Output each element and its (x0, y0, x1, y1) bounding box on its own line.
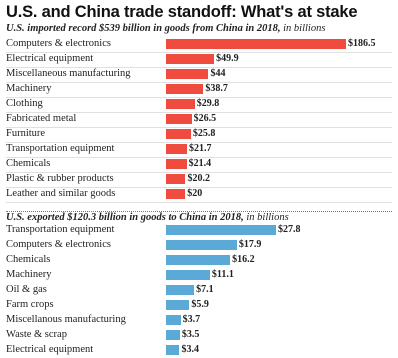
import-value-label: $38.7 (204, 83, 229, 94)
import-bar (166, 69, 209, 79)
export-row: Machinery $11.1 (6, 268, 392, 283)
import-bar (166, 159, 187, 169)
import-row: Clothing $29.8 (6, 97, 392, 113)
import-value-label: $21.4 (187, 158, 213, 169)
export-bar (166, 300, 190, 310)
import-row: Miscellaneous manufacturing $44 (6, 67, 392, 83)
import-row: Computers & electronics $186.5 (6, 37, 392, 53)
export-bar (166, 240, 237, 250)
import-value-label: $44 (209, 68, 227, 79)
export-row: Chemicals $16.2 (6, 253, 392, 268)
import-category-label: Chemicals (6, 158, 51, 169)
exports-subtitle-main: U.S. exported $120.3 billion in goods to… (6, 212, 244, 223)
import-bar (166, 189, 186, 199)
import-bar (166, 129, 191, 139)
import-category-label: Computers & electronics (6, 38, 111, 49)
export-row: Transportation equipment $27.8 (6, 223, 392, 238)
export-category-label: Computers & electronics (6, 239, 111, 250)
export-value-label: $3.7 (181, 314, 202, 325)
import-value-label: $21.7 (187, 143, 213, 154)
import-row: Chemicals $21.4 (6, 157, 392, 173)
export-bar (166, 285, 195, 295)
export-bar (166, 345, 180, 355)
import-category-label: Miscellaneous manufacturing (6, 68, 131, 79)
export-bar (166, 315, 181, 325)
export-row: Computers & electronics $17.9 (6, 238, 392, 253)
export-row: Waste & scrap $3.5 (6, 328, 392, 343)
export-bar (166, 270, 210, 280)
imports-subtitle-unit: in billions (280, 23, 326, 34)
import-row: Plastic & rubber products $20.2 (6, 172, 392, 188)
import-category-label: Fabricated metal (6, 113, 77, 124)
import-row: Transportation equipment $21.7 (6, 142, 392, 158)
import-bar (166, 174, 186, 184)
import-category-label: Machinery (6, 83, 52, 94)
export-row: Farm crops $5.9 (6, 298, 392, 313)
import-bar (166, 114, 192, 124)
export-category-label: Electrical equipment (6, 344, 94, 355)
export-row: Electrical equipment $3.4 (6, 343, 392, 358)
import-value-label: $26.5 (192, 113, 218, 124)
exports-subtitle: U.S. exported $120.3 billion in goods to… (6, 212, 289, 223)
export-category-label: Waste & scrap (6, 329, 67, 340)
import-row: Leather and similar goods $20 (6, 187, 392, 203)
export-bar (166, 225, 276, 235)
export-value-label: $17.9 (237, 239, 263, 250)
import-value-label: $29.8 (195, 98, 221, 109)
import-row: Furniture $25.8 (6, 127, 392, 143)
import-category-label: Furniture (6, 128, 46, 139)
import-value-label: $49.9 (215, 53, 240, 64)
import-bar (166, 84, 204, 94)
import-bar (166, 54, 215, 64)
import-row: Electrical equipment $49.9 (6, 52, 392, 68)
import-bar (166, 144, 187, 154)
import-category-label: Transportation equipment (6, 143, 115, 154)
export-category-label: Miscellanous manufacturing (6, 314, 126, 325)
export-value-label: $3.5 (180, 329, 201, 340)
import-value-label: $20.2 (186, 173, 211, 184)
export-category-label: Oil & gas (6, 284, 47, 295)
export-value-label: $7.1 (195, 284, 215, 295)
export-value-label: $27.8 (277, 224, 302, 235)
import-value-label: $25.8 (191, 128, 217, 139)
export-category-label: Machinery (6, 269, 52, 280)
export-row: Oil & gas $7.1 (6, 283, 392, 298)
import-category-label: Clothing (6, 98, 43, 109)
export-category-label: Farm crops (6, 299, 54, 310)
section-divider (6, 211, 392, 212)
import-bar (166, 39, 346, 49)
export-value-label: $11.1 (210, 269, 235, 280)
imports-subtitle-main: U.S. imported record $539 billion in goo… (6, 23, 281, 34)
import-row: Machinery $38.7 (6, 82, 392, 98)
export-value-label: $16.2 (231, 254, 256, 265)
page-title: U.S. and China trade standoff: What's at… (6, 3, 358, 21)
export-row: Miscellanous manufacturing $3.7 (6, 313, 392, 328)
import-category-label: Electrical equipment (6, 53, 94, 64)
export-bar (166, 255, 231, 265)
export-category-label: Transportation equipment (6, 224, 115, 235)
import-bar (166, 99, 195, 109)
import-row: Fabricated metal $26.5 (6, 112, 392, 128)
export-value-label: $5.9 (190, 299, 210, 310)
import-category-label: Leather and similar goods (6, 188, 116, 199)
export-category-label: Chemicals (6, 254, 51, 265)
import-category-label: Plastic & rubber products (6, 173, 114, 184)
import-value-label: $20 (186, 188, 204, 199)
exports-subtitle-unit: in billions (243, 212, 289, 223)
export-bar (166, 330, 180, 340)
import-value-label: $186.5 (347, 38, 377, 49)
imports-subtitle: U.S. imported record $539 billion in goo… (6, 23, 325, 34)
export-value-label: $3.4 (180, 344, 200, 355)
